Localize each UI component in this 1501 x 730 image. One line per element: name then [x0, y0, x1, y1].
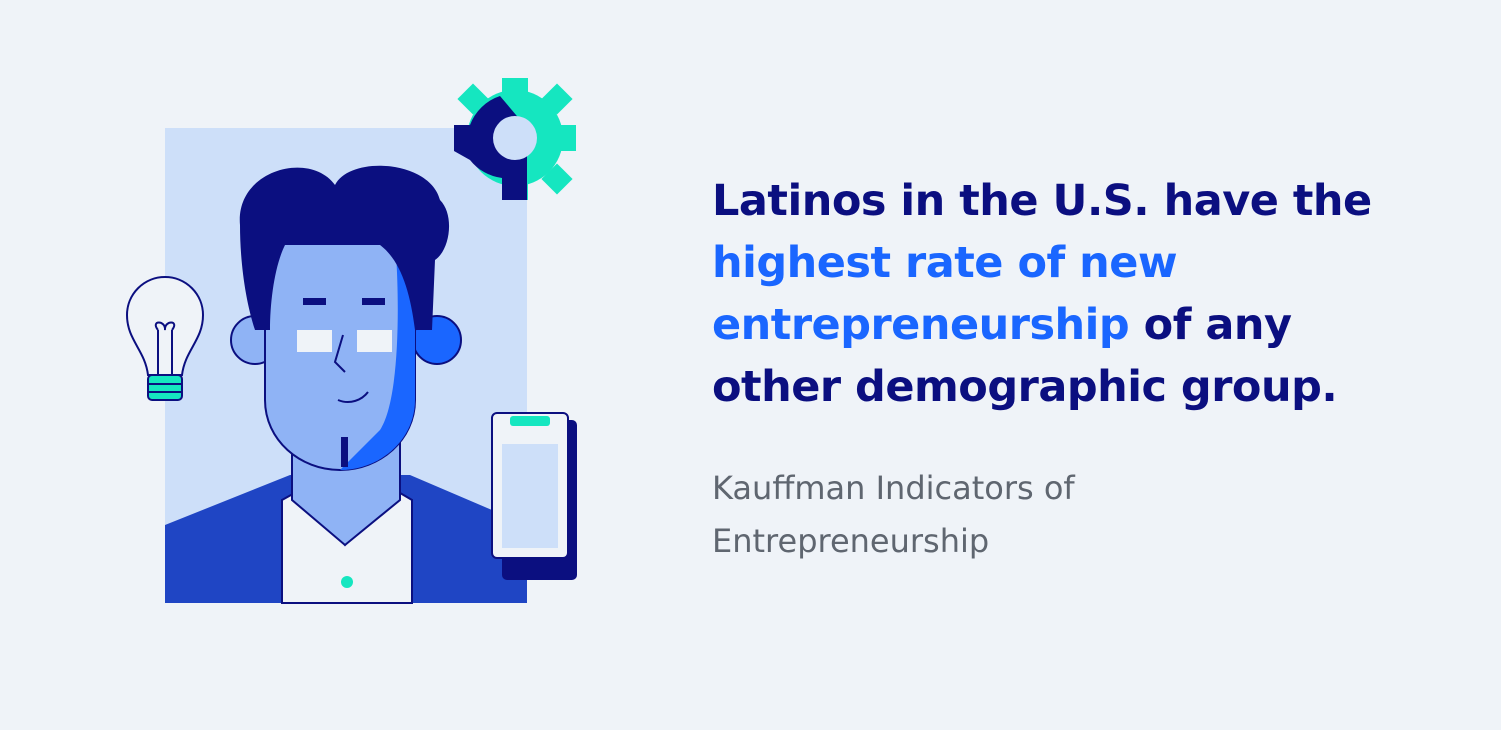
glasses	[297, 330, 332, 352]
illustration	[125, 78, 577, 604]
headline-highlight: highest rate of new entrepreneurship	[712, 238, 1178, 350]
gear-icon	[454, 78, 576, 200]
source: Kauffman Indicators of Entrepreneurship	[712, 469, 1075, 560]
eyebrow	[303, 298, 326, 305]
lightbulb-icon	[125, 276, 205, 401]
headline: Latinos in the U.S. have the highest rat…	[712, 170, 1412, 418]
beard	[341, 437, 348, 467]
phone-notch	[510, 416, 550, 426]
headline-text: Latinos in the U.S. have the	[712, 176, 1372, 226]
hair	[239, 165, 450, 330]
nose-mouth	[333, 334, 369, 403]
eyebrow	[362, 298, 385, 305]
glasses	[357, 330, 392, 352]
headline-text: of any other demographic group.	[712, 300, 1338, 412]
phone-screen	[502, 444, 558, 548]
face-shade	[340, 240, 415, 470]
button	[341, 576, 353, 588]
